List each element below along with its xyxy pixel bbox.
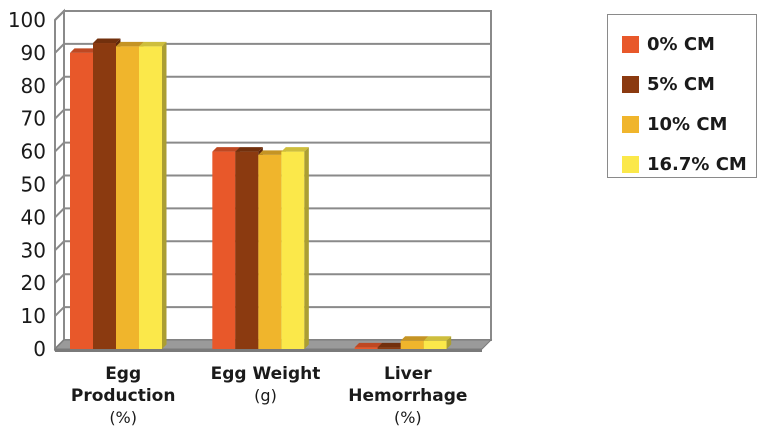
legend-label-1: 5% CM xyxy=(647,73,715,95)
y-tick-label-40: 40 xyxy=(21,205,46,229)
gridline-30 xyxy=(54,240,491,252)
bar-front xyxy=(354,347,378,349)
x-category-label-2-1: Hemorrhage xyxy=(348,386,467,406)
bar-front xyxy=(258,154,282,349)
bar-top xyxy=(235,147,263,152)
gridline-60 xyxy=(54,141,491,153)
gridline-80 xyxy=(54,75,491,87)
legend-item-2: 10% CM xyxy=(622,113,727,135)
bar-front xyxy=(423,340,447,349)
gridline-70 xyxy=(54,108,491,120)
gridline-50 xyxy=(54,174,491,186)
plot-floor-edge xyxy=(55,349,482,352)
y-tick-label-30: 30 xyxy=(21,238,46,262)
y-tick-label-10: 10 xyxy=(21,304,46,328)
bar-top xyxy=(70,48,98,53)
bar-top xyxy=(423,336,452,341)
x-category-unit-2: (%) xyxy=(394,408,422,427)
legend-swatch-1 xyxy=(622,75,639,93)
legend-item-3: 16.7% CM xyxy=(622,153,747,175)
legend-swatch-0 xyxy=(622,35,639,53)
bar-layer xyxy=(70,38,452,350)
gridline-20 xyxy=(54,273,491,284)
gridline-10 xyxy=(54,306,491,317)
bar-2-3 xyxy=(423,336,452,349)
y-tick-label-70: 70 xyxy=(21,107,46,131)
gridline-100 xyxy=(54,10,491,21)
legend-item-0: 0% CM xyxy=(622,33,715,55)
bar-front xyxy=(400,340,424,349)
bar-top xyxy=(93,38,121,44)
bar-top xyxy=(377,342,406,348)
bar-front xyxy=(116,46,139,349)
x-category-label-0-0: Egg xyxy=(105,364,141,384)
bar-top xyxy=(212,147,240,152)
y-tick-label-50: 50 xyxy=(21,173,46,197)
x-category-label-2-0: Liver xyxy=(384,364,432,384)
bar-top xyxy=(116,41,144,47)
bar-1-3 xyxy=(281,147,309,349)
legend-item-1: 5% CM xyxy=(622,73,715,95)
bar-top xyxy=(258,150,286,155)
bar-front xyxy=(93,43,116,349)
x-category-label-0-1: Production xyxy=(71,386,176,406)
legend-swatch-2 xyxy=(622,115,639,133)
x-category-label-1-0: Egg Weight xyxy=(211,364,321,384)
legend-label-0: 0% CM xyxy=(647,33,715,55)
bar-front xyxy=(70,52,93,350)
bar-top xyxy=(139,41,167,47)
legend-label-3: 16.7% CM xyxy=(647,153,747,175)
bar-front xyxy=(377,347,401,349)
bar-front xyxy=(212,151,236,349)
gridline-40 xyxy=(54,207,491,219)
bar-side xyxy=(446,336,452,349)
y-axis-ticks: 0 10 20 30 40 50 60 70 80 90 100 xyxy=(8,8,46,361)
x-category-unit-1: (g) xyxy=(254,386,277,405)
gridline-90 xyxy=(54,42,491,54)
legend-swatch-3 xyxy=(622,155,639,173)
y-tick-label-20: 20 xyxy=(21,271,46,295)
legend-label-2: 10% CM xyxy=(647,113,728,135)
bar-top xyxy=(400,336,429,341)
y-tick-label-60: 60 xyxy=(21,140,46,164)
bar-side xyxy=(162,41,167,349)
y-tick-label-100: 100 xyxy=(8,8,46,32)
y-tick-label-90: 90 xyxy=(21,41,46,65)
y-tick-label-80: 80 xyxy=(21,74,46,98)
bar-front xyxy=(139,46,162,349)
bar-0-3 xyxy=(139,41,167,349)
legend: 0% CM 5% CM 10% CM 16.7% CM xyxy=(607,14,757,178)
bar-front xyxy=(281,151,305,349)
bar-top xyxy=(281,147,309,152)
bar-top xyxy=(354,342,383,348)
bar-front xyxy=(235,151,259,349)
y-tick-label-0: 0 xyxy=(33,337,46,361)
x-category-unit-0: (%) xyxy=(109,408,137,427)
bar-side xyxy=(304,147,309,349)
